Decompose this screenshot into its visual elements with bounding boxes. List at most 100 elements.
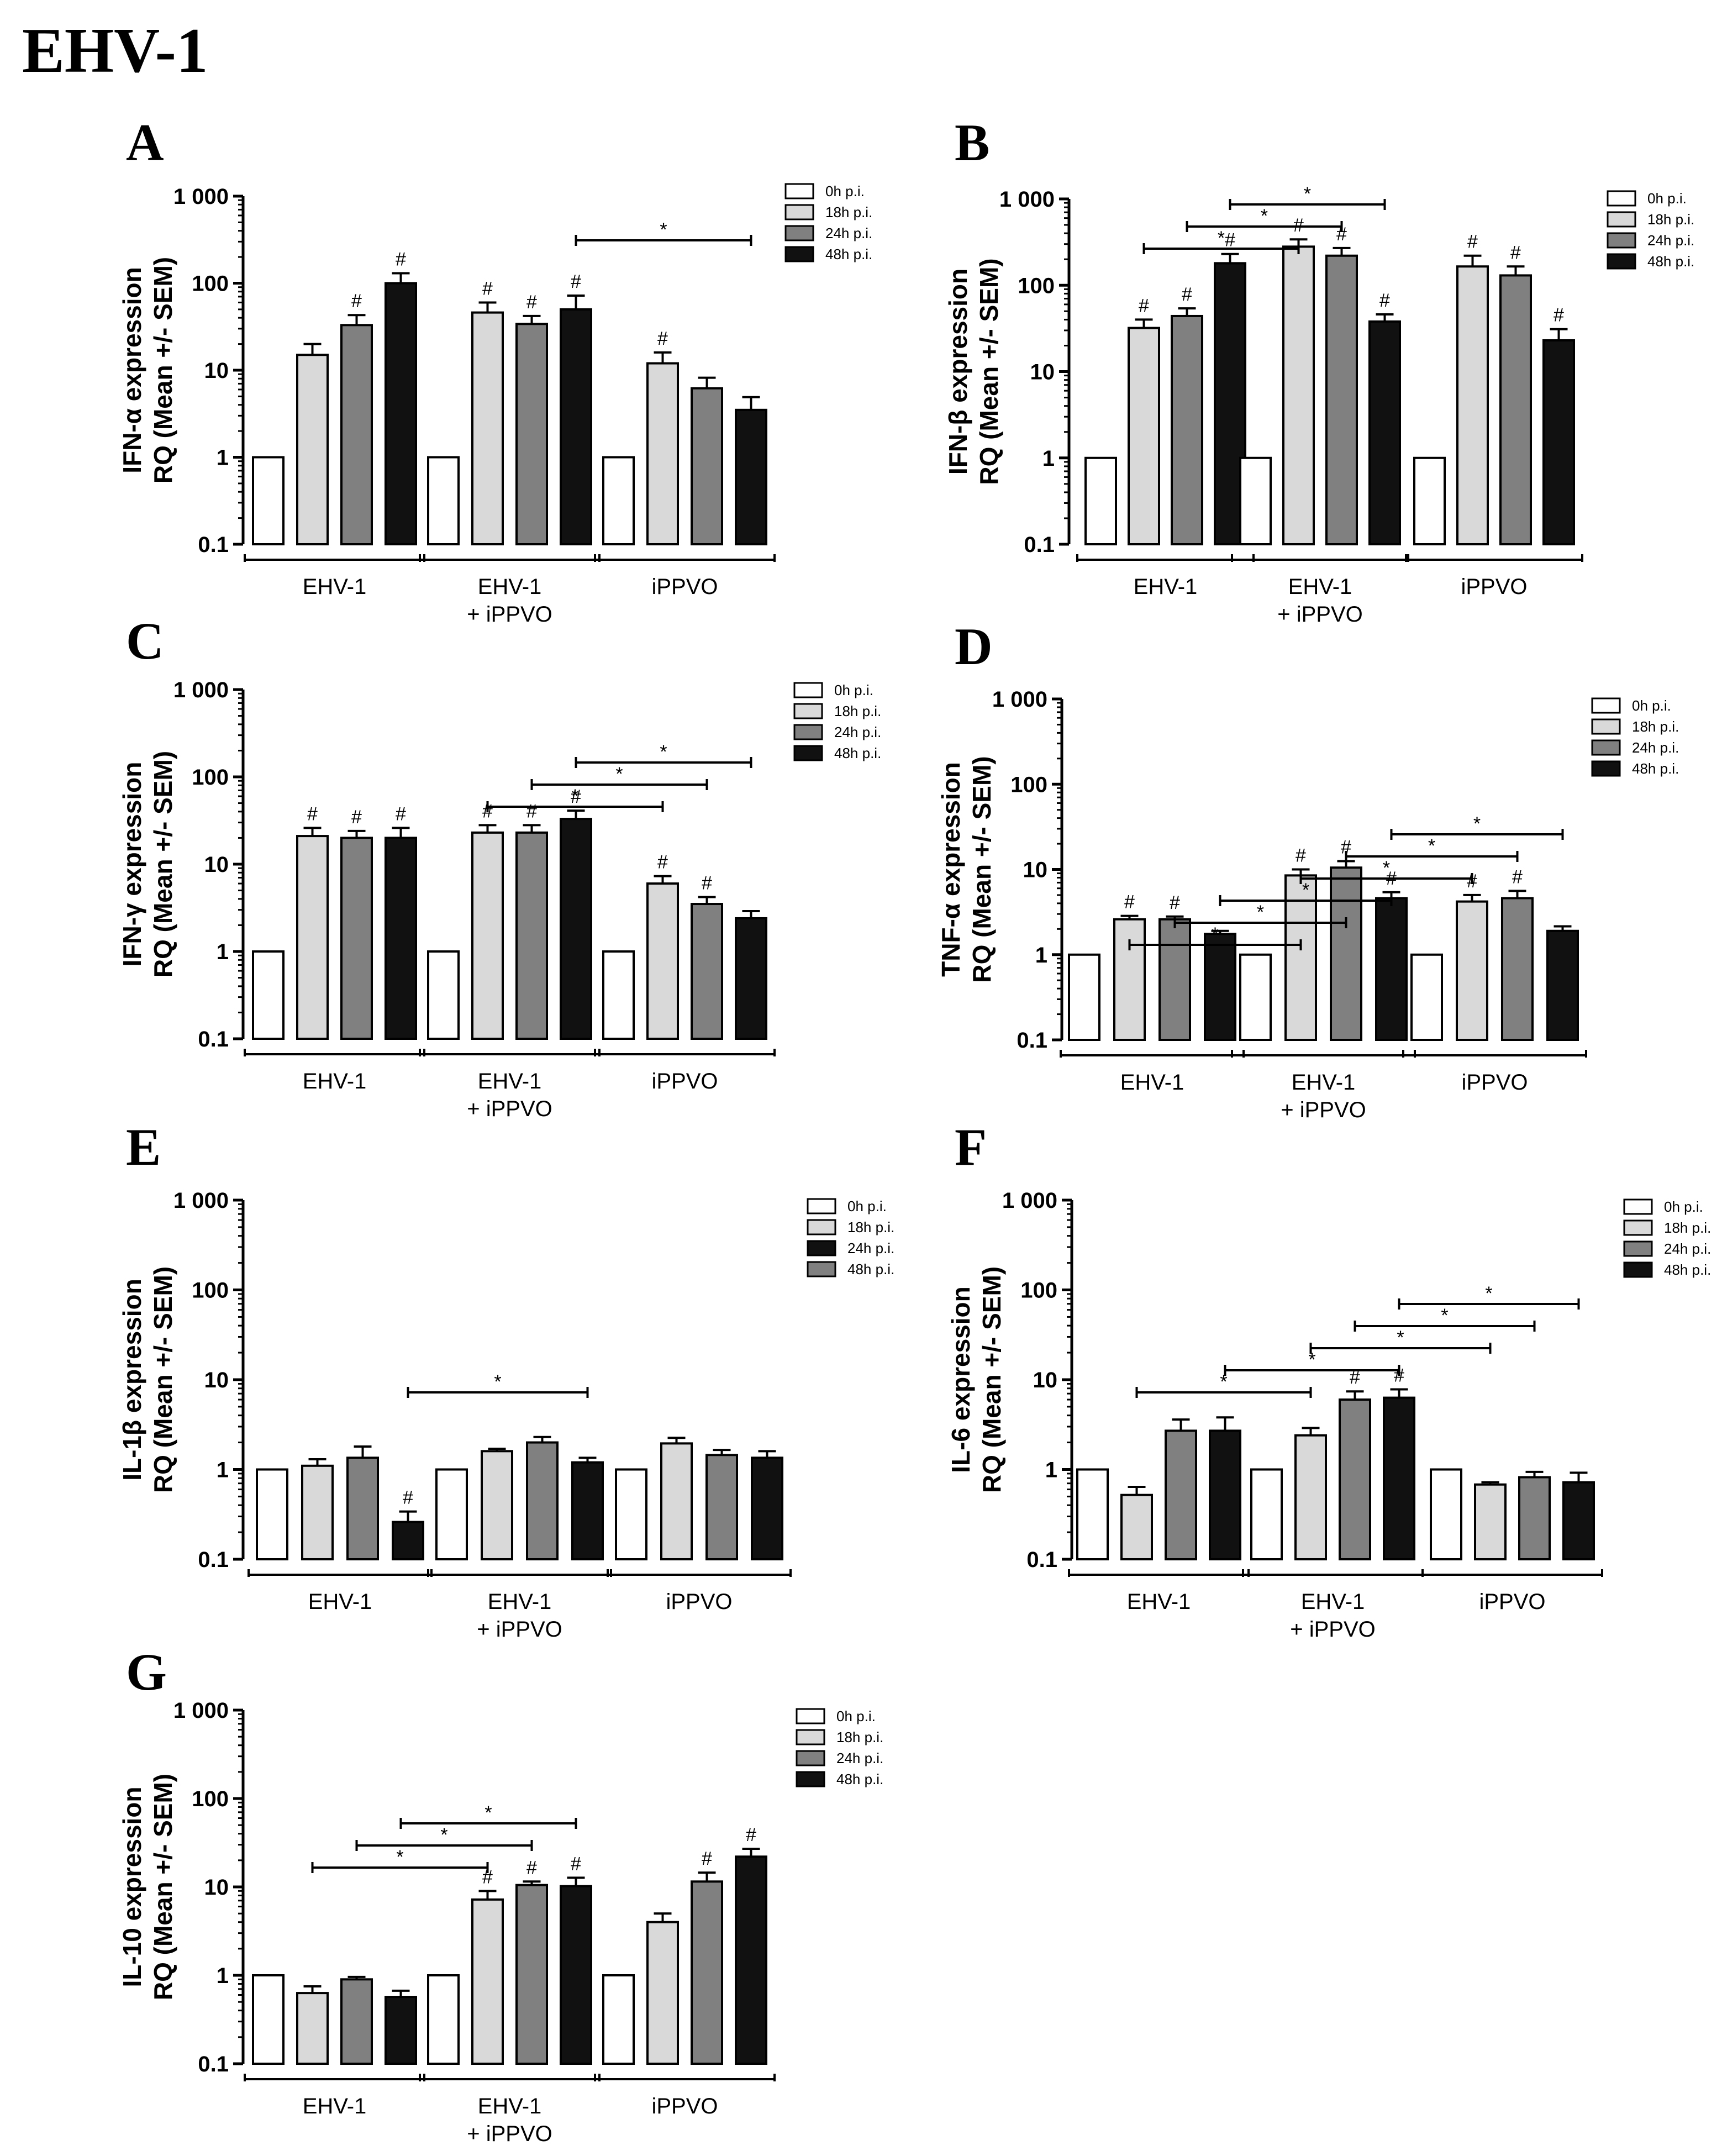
y-axis-label-line: IL-10 expression	[118, 1786, 146, 1987]
bar	[691, 903, 723, 1040]
y-tick-label: 100	[192, 1279, 229, 1303]
bar	[471, 311, 504, 546]
legend-swatch	[807, 1198, 836, 1214]
bar	[1562, 1481, 1595, 1560]
bar	[1430, 1468, 1462, 1560]
comparison-label: *	[1302, 880, 1309, 901]
legend-label: 0h p.i.	[836, 1708, 876, 1724]
group-label: + iPPVO	[1290, 1617, 1376, 1642]
bar	[1474, 1483, 1507, 1560]
comparison-label: *	[1397, 1327, 1404, 1348]
panel-letter: E	[126, 1118, 161, 1176]
legend-label: 18h p.i.	[847, 1219, 894, 1235]
y-tick-label: 0.1	[198, 1548, 229, 1572]
bar	[1084, 456, 1117, 545]
legend-swatch	[784, 204, 814, 220]
panel-letter: A	[126, 113, 164, 172]
legend-label: 48h p.i.	[1647, 253, 1694, 270]
y-tick-label: 1 000	[1002, 1189, 1057, 1213]
bar	[1068, 953, 1100, 1041]
bar	[1518, 1476, 1551, 1560]
y-tick-label: 10	[204, 1368, 229, 1392]
y-tick-label: 100	[192, 765, 229, 790]
comparison-label: *	[1257, 902, 1264, 923]
group-label: iPPVO	[651, 1069, 718, 1093]
group-label: EHV-1	[1301, 1590, 1365, 1614]
bar	[385, 282, 417, 545]
group-label: EHV-1	[1134, 575, 1198, 599]
legend-label: 24h p.i.	[1664, 1240, 1711, 1257]
legend-swatch	[1623, 1261, 1653, 1278]
bar	[515, 831, 548, 1040]
bar	[427, 1974, 460, 2065]
bar	[1499, 274, 1532, 545]
y-axis-label-line: IL-6 expression	[946, 1286, 975, 1473]
significance-mark: #	[526, 292, 537, 313]
comparison-label: *	[494, 1371, 501, 1392]
y-tick-label: 1 000	[173, 678, 229, 702]
y-tick-label: 1	[1045, 1458, 1057, 1482]
bar	[646, 882, 679, 1040]
comparison-label: *	[660, 219, 667, 240]
legend-label: 0h p.i.	[834, 682, 873, 698]
significance-mark: #	[1170, 892, 1180, 913]
significance-mark: #	[657, 852, 668, 873]
comparison-label: *	[615, 764, 623, 785]
comparison-label: *	[1304, 183, 1311, 204]
bar	[691, 1880, 723, 2065]
bar	[691, 387, 723, 545]
group-label: EHV-1	[1288, 575, 1352, 599]
bar	[602, 950, 635, 1040]
significance-mark: #	[571, 1853, 581, 1874]
y-tick-label: 100	[1010, 772, 1047, 797]
legend-swatch	[796, 1729, 825, 1745]
bar	[560, 1885, 592, 2065]
legend-label: 48h p.i.	[825, 246, 872, 262]
y-tick-label: 1	[217, 1964, 229, 1988]
significance-mark: #	[1379, 290, 1390, 311]
legend-label: 0h p.i.	[825, 183, 865, 199]
legend-label: 48h p.i.	[1632, 760, 1679, 777]
legend-swatch	[1607, 211, 1636, 228]
bar	[385, 837, 417, 1040]
comparison-label: *	[571, 786, 578, 807]
significance-mark: #	[702, 1848, 712, 1869]
bar	[1128, 327, 1160, 545]
y-tick-label: 1 000	[992, 687, 1047, 712]
significance-mark: #	[1139, 295, 1149, 316]
bar	[646, 1921, 679, 2065]
bar	[1171, 314, 1203, 545]
legend-label: 18h p.i.	[1664, 1219, 1711, 1236]
legend-swatch	[1623, 1219, 1653, 1236]
bar	[296, 354, 329, 545]
legend-swatch	[807, 1219, 836, 1235]
significance-mark: #	[1554, 305, 1564, 326]
y-tick-label: 1	[1035, 943, 1047, 967]
bar	[735, 917, 767, 1040]
legend-label: 24h p.i.	[1647, 232, 1694, 249]
bar	[1239, 456, 1272, 545]
significance-mark: #	[1296, 845, 1306, 866]
bar	[1209, 1429, 1241, 1560]
y-tick-label: 0.1	[198, 533, 229, 557]
y-tick-label: 1 000	[999, 187, 1055, 212]
y-tick-label: 10	[1033, 1368, 1058, 1392]
significance-mark: #	[351, 291, 362, 312]
bar	[1375, 897, 1408, 1042]
bar	[340, 1978, 373, 2065]
significance-mark: #	[396, 803, 406, 824]
bar	[385, 1996, 417, 2065]
group-label: EHV-1	[478, 1069, 542, 1093]
comparison-label: *	[1212, 924, 1219, 945]
bar	[660, 1442, 693, 1561]
panel-e: E 0.1 1 10 100 1 000 IL-1β expressionRQ (Mean …	[118, 1118, 894, 1642]
figure-title: EHV-1	[22, 15, 208, 86]
comparison-label: *	[1218, 228, 1225, 249]
group-label: + iPPVO	[467, 1097, 552, 1121]
legend-label: 48h p.i.	[847, 1261, 894, 1277]
bar	[340, 837, 373, 1040]
legend-swatch	[784, 183, 814, 199]
bar	[751, 1456, 783, 1561]
significance-mark: #	[1182, 284, 1192, 305]
legend-swatch	[1623, 1198, 1653, 1215]
